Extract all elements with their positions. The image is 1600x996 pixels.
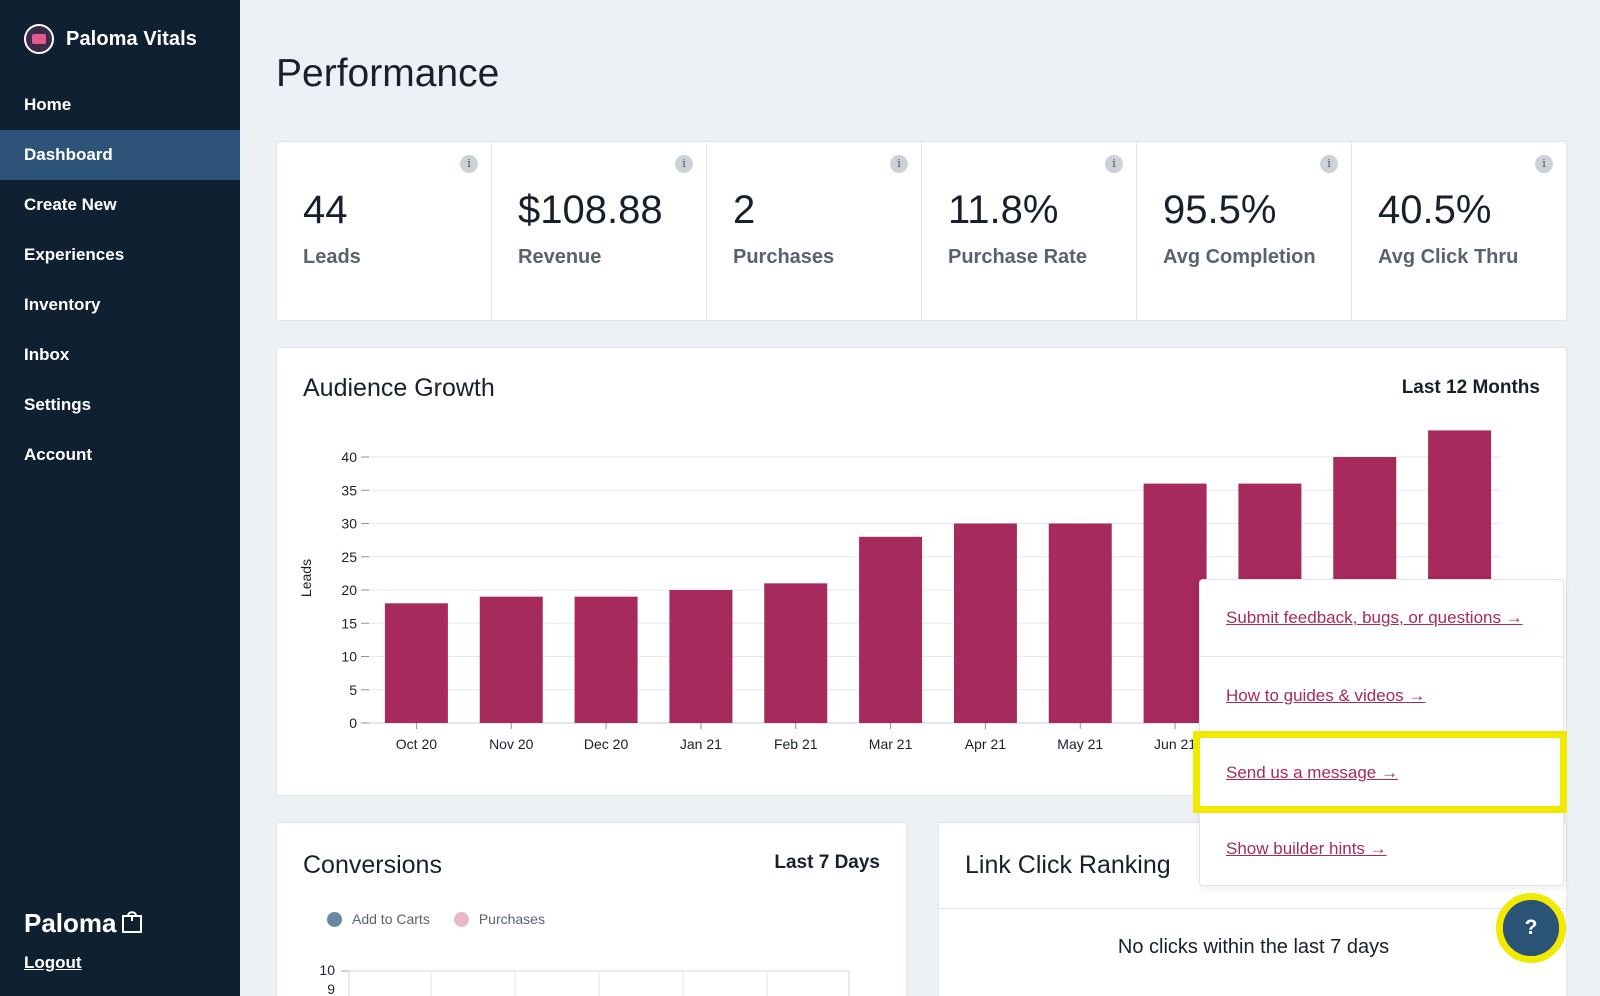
x-tick-label: Jan 21 [680, 736, 722, 752]
card-title: Link Click Ranking [965, 851, 1171, 879]
sidebar-item-inbox[interactable]: Inbox [24, 345, 70, 364]
guides-videos-link[interactable]: How to guides & videos → [1226, 685, 1426, 705]
chart-bar [859, 536, 923, 723]
help-menu: Submit feedback, bugs, or questions → Ho… [1199, 579, 1564, 886]
chart-bar [669, 590, 733, 723]
range-selector[interactable]: Last 12 Months [1401, 377, 1540, 398]
chart-bar [953, 523, 1017, 723]
stat-label: Avg Completion [1163, 246, 1316, 268]
legend-item[interactable]: Add to Carts [327, 911, 430, 927]
brand-name: Paloma Vitals [66, 27, 197, 50]
info-icon[interactable]: i [460, 155, 478, 173]
chart-bar [1143, 483, 1207, 723]
legend-swatch [453, 911, 469, 927]
y-tick-label: 10 [319, 962, 335, 978]
legend-swatch [327, 911, 342, 927]
stats-row: i 44 Leads i $108.88 Revenue i 2 Purchas… [276, 141, 1567, 321]
info-icon[interactable]: i [1105, 155, 1123, 173]
stat-value: 40.5% [1378, 188, 1492, 232]
x-tick-label: Feb 21 [774, 736, 818, 752]
logout-link[interactable]: Logout [24, 953, 82, 972]
info-icon[interactable]: i [1535, 155, 1553, 173]
stat-value: 2 [733, 188, 756, 232]
x-tick-label: Dec 20 [584, 736, 629, 752]
submit-feedback-link[interactable]: Submit feedback, bugs, or questions → [1200, 580, 1563, 657]
y-tick-label: 20 [341, 582, 357, 598]
info-icon[interactable]: i [890, 155, 908, 173]
stat-leads: i 44 Leads [277, 142, 492, 320]
stat-value: 11.8% [948, 188, 1059, 232]
stat-label: Purchase Rate [948, 246, 1087, 268]
stat-label: Avg Click Thru [1378, 246, 1519, 268]
stat-avg-click-thru: i 40.5% Avg Click Thru [1352, 142, 1566, 320]
card-title: Audience Growth [303, 374, 495, 402]
chart-bar [764, 583, 828, 723]
stat-value: $108.88 [518, 188, 663, 232]
y-tick-label: 40 [341, 449, 357, 465]
sidebar-item-experiences[interactable]: Experiences [24, 245, 125, 264]
sidebar-item-create-new[interactable]: Create New [24, 195, 117, 214]
stat-label: Revenue [518, 246, 602, 268]
stat-value: 44 [303, 188, 348, 232]
stat-purchase-rate: i 11.8% Purchase Rate [922, 142, 1137, 320]
y-tick-label: 15 [341, 615, 357, 631]
x-tick-label: Nov 20 [489, 736, 534, 752]
conversions-card: Conversions Last 7 Days Add to Carts Pur… [276, 822, 907, 996]
y-axis-label: Leads [298, 559, 314, 597]
stat-revenue: i $108.88 Revenue [492, 142, 707, 320]
brand-avatar [24, 24, 54, 54]
x-tick-label: May 21 [1057, 736, 1103, 752]
empty-message: No clicks within the last 7 days [1117, 936, 1390, 958]
stat-avg-completion: i 95.5% Avg Completion [1137, 142, 1352, 320]
y-tick-label: 0 [349, 715, 357, 731]
builder-hints-link[interactable]: Show builder hints → [1226, 838, 1387, 858]
sidebar-item-home[interactable]: Home [24, 95, 72, 114]
stat-label: Leads [303, 246, 361, 268]
send-message-link[interactable]: Send us a message → [1226, 762, 1398, 782]
y-tick-label: 5 [349, 682, 357, 698]
gift-bag-icon [121, 910, 142, 933]
x-tick-label: Apr 21 [965, 736, 1006, 752]
help-question-icon: ? [1503, 900, 1559, 956]
y-tick-label: 9 [327, 981, 335, 996]
sidebar-nav: Home Dashboard Create New Experiences In… [0, 80, 240, 480]
help-button[interactable]: ? [1496, 893, 1566, 963]
stat-purchases: i 2 Purchases [707, 142, 922, 320]
legend-label: Add to Carts [352, 911, 430, 927]
conversions-chart: 10 9 [319, 962, 850, 996]
logo-text: Paloma [24, 908, 117, 938]
legend-item[interactable]: Purchases [453, 911, 545, 927]
x-tick-label: Mar 21 [869, 736, 913, 752]
sidebar-item-dashboard[interactable]: Dashboard [0, 130, 240, 180]
stat-value: 95.5% [1163, 188, 1277, 232]
audience-growth-chart: 0 5 10 15 20 25 30 35 40 Leads Oct 20 Nov 20 Dec 20 J… [298, 430, 1501, 752]
card-title: Conversions [303, 851, 442, 879]
page-title: Performance [276, 52, 500, 95]
divider [939, 908, 1566, 909]
chart-bar [1048, 523, 1112, 723]
info-icon[interactable]: i [675, 155, 693, 173]
range-selector[interactable]: Last 7 Days [774, 852, 880, 873]
x-tick-label: Oct 20 [396, 736, 437, 752]
chart-bar [384, 603, 448, 723]
paloma-logo: Paloma [24, 908, 143, 939]
chart-bar [574, 596, 638, 723]
sidebar-item-settings[interactable]: Settings [24, 395, 92, 414]
x-tick-label: Jun 21 [1154, 736, 1196, 752]
sidebar-item-inventory[interactable]: Inventory [24, 295, 101, 314]
chart-legend: Add to Carts Purchases [327, 911, 545, 927]
sidebar-item-account[interactable]: Account [24, 445, 92, 464]
brand[interactable]: Paloma Vitals [24, 24, 197, 54]
y-tick-label: 35 [341, 482, 357, 498]
y-tick-label: 30 [341, 516, 357, 532]
y-tick-label: 10 [341, 649, 357, 665]
legend-label: Purchases [478, 911, 545, 927]
stat-label: Purchases [733, 246, 835, 268]
y-tick-label: 25 [341, 549, 357, 565]
info-icon[interactable]: i [1320, 155, 1338, 173]
sidebar: Paloma Vitals Home Dashboard Create New … [0, 0, 240, 996]
chart-bar [479, 596, 543, 723]
